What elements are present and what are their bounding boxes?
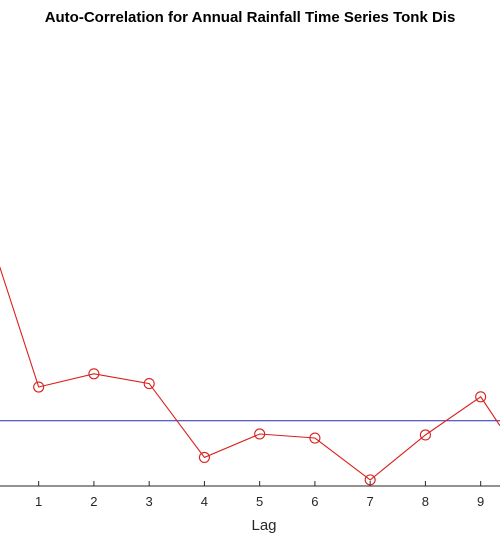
x-tick-label-2: 2	[90, 494, 97, 509]
x-tick-label-9: 9	[477, 494, 484, 509]
data-point-lag-4	[198, 451, 210, 463]
data-point-lag-9	[475, 391, 487, 403]
x-tick-label-6: 6	[311, 494, 318, 509]
x-tick-label-7: 7	[367, 494, 374, 509]
data-point-lag-5	[254, 428, 266, 440]
x-axis-label: Lag	[251, 517, 276, 534]
data-point-lag-7	[364, 474, 376, 486]
data-point-lag-6	[309, 432, 321, 444]
data-point-lag-1	[33, 381, 45, 393]
data-point-lag-3	[143, 378, 155, 390]
x-tick-label-5: 5	[256, 494, 263, 509]
series-line-0	[0, 265, 500, 481]
chart-title: Auto-Correlation for Annual Rainfall Tim…	[44, 9, 456, 26]
data-point-lag-2	[88, 368, 100, 380]
x-tick-label-4: 4	[201, 494, 208, 509]
x-tick-label-1: 1	[35, 494, 42, 509]
data-point-lag-8	[419, 429, 431, 441]
x-tick-label-8: 8	[422, 494, 429, 509]
x-tick-label-3: 3	[146, 494, 153, 509]
